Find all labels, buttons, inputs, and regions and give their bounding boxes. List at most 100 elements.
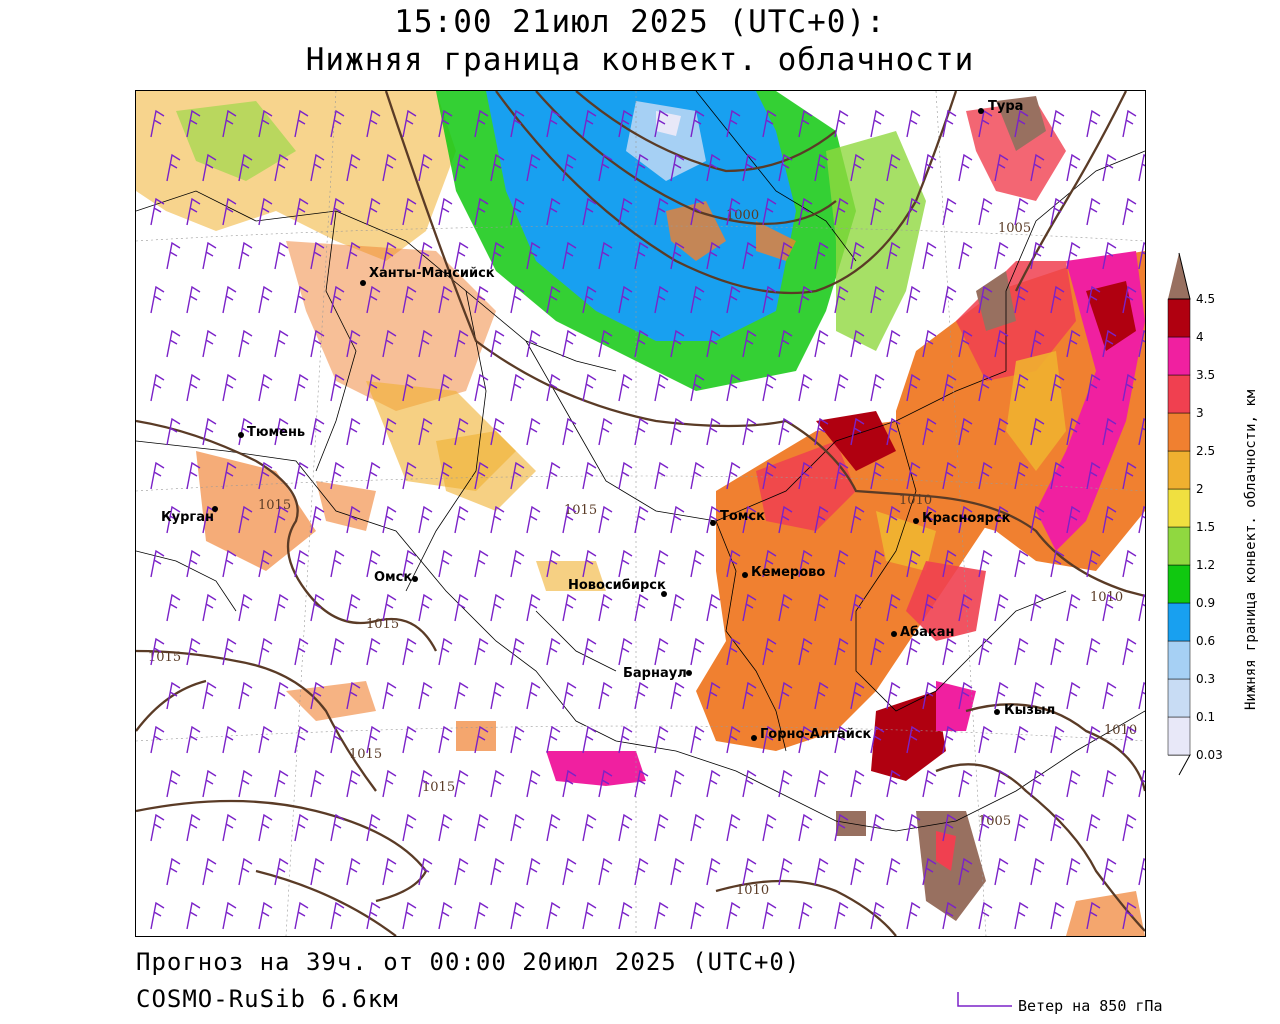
wind-barb <box>742 593 757 622</box>
wind-barb <box>762 813 777 842</box>
wind-barb <box>294 285 309 314</box>
wind-barb <box>222 549 237 578</box>
wind-barb <box>634 153 649 182</box>
wind-barb <box>150 461 165 490</box>
wind-barb <box>922 153 937 182</box>
wind-barb <box>942 901 957 930</box>
wind-barb <box>942 549 957 578</box>
wind-barb <box>582 901 597 930</box>
wind-barb <box>418 769 433 798</box>
wind-barb <box>562 593 577 622</box>
wind-barb <box>726 549 741 578</box>
wind-barb <box>1086 197 1101 226</box>
wind-barb <box>762 373 777 402</box>
wind-barb <box>526 857 541 886</box>
wind-barb <box>870 285 885 314</box>
colorbar: 0.03 0.1 0.3 0.6 0.9 1.2 1.5 2 2.5 3 3.5 4 4.5 <box>1160 245 1270 785</box>
colorbar-swatch <box>1167 640 1191 680</box>
city-marker-kemerovo <box>742 572 748 578</box>
wind-barb <box>274 153 289 182</box>
colorbar-title-text: Нижняя граница конвект. облачности, км <box>1243 389 1259 710</box>
wind-barb <box>366 197 381 226</box>
wind-barb <box>742 769 757 798</box>
city-label-tura: Тура <box>988 99 1023 114</box>
wind-barb <box>922 769 937 798</box>
colorbar-level-label: 1.2 <box>1196 558 1215 572</box>
wind-barb <box>634 593 649 622</box>
wind-barb <box>562 153 577 182</box>
wind-barb <box>1138 505 1145 534</box>
wind-barb <box>994 505 1009 534</box>
wind-barb <box>526 505 541 534</box>
wind-barb <box>850 593 865 622</box>
wind-barb <box>454 417 469 446</box>
wind-barb <box>346 153 361 182</box>
wind-barb <box>490 593 505 622</box>
wind-barb <box>238 329 253 358</box>
colorbar-level-label: 0.1 <box>1196 710 1215 724</box>
wind-barb <box>706 153 721 182</box>
wind-barb <box>978 813 993 842</box>
wind-barb <box>366 109 381 138</box>
wind-barb <box>294 461 309 490</box>
wind-barb <box>438 549 453 578</box>
wind-barb <box>1030 769 1045 798</box>
wind-barb <box>238 593 253 622</box>
wind-barb <box>1030 857 1045 886</box>
wind-barb <box>418 417 433 446</box>
wind-barb <box>654 285 669 314</box>
wind-barb <box>994 329 1009 358</box>
wind-barb <box>366 549 381 578</box>
wind-barb <box>474 637 489 666</box>
wind-barb <box>310 769 325 798</box>
wind-barb <box>346 417 361 446</box>
wind-barb <box>726 109 741 138</box>
wind-barb <box>994 857 1009 886</box>
wind-barb <box>186 285 201 314</box>
wind-barb <box>222 461 237 490</box>
wind-barb <box>1086 549 1101 578</box>
colorbar-level-label: 0.03 <box>1196 748 1223 762</box>
wind-barb <box>238 857 253 886</box>
wind-barb <box>850 857 865 886</box>
wind-barb <box>582 197 597 226</box>
wind-barb <box>814 769 829 798</box>
city-marker-tura <box>978 108 984 114</box>
wind-barb <box>382 593 397 622</box>
wind-barb <box>654 197 669 226</box>
wind-barb <box>186 725 201 754</box>
wind-barb <box>1138 593 1145 622</box>
wind-barb <box>1050 109 1065 138</box>
wind-barb <box>438 109 453 138</box>
wind-barb <box>546 725 561 754</box>
wind-barb <box>634 505 649 534</box>
wind-barb <box>634 681 649 710</box>
wind-barb <box>922 505 937 534</box>
wind-barb <box>490 857 505 886</box>
wind-barb <box>294 813 309 842</box>
isobar-label: 1010 <box>1090 590 1123 605</box>
wind-barb <box>706 329 721 358</box>
wind-barb <box>870 461 885 490</box>
wind-barb <box>634 857 649 886</box>
wind-barb <box>598 153 613 182</box>
wind-barb <box>1014 285 1029 314</box>
wind-barb <box>942 109 957 138</box>
wind-barb <box>618 725 633 754</box>
wind-barb <box>978 549 993 578</box>
wind-barb <box>454 681 469 710</box>
colorbar-swatch <box>1167 526 1191 566</box>
wind-barb <box>330 285 345 314</box>
wind-barb <box>870 901 885 930</box>
city-label-tyumen: Тюмень <box>247 425 305 440</box>
wind-barb <box>670 329 685 358</box>
city-label-gorno-altaysk: Горно-Алтайск <box>760 727 872 742</box>
wind-barb <box>906 813 921 842</box>
wind-barb <box>562 769 577 798</box>
forecast-info: Прогноз на 39ч. от 00:00 20июл 2025 (UTC… <box>136 948 801 976</box>
wind-barb <box>850 153 865 182</box>
wind-barb <box>742 241 757 270</box>
wind-barb <box>474 109 489 138</box>
wind-barb <box>1050 461 1065 490</box>
wind-barb <box>778 329 793 358</box>
